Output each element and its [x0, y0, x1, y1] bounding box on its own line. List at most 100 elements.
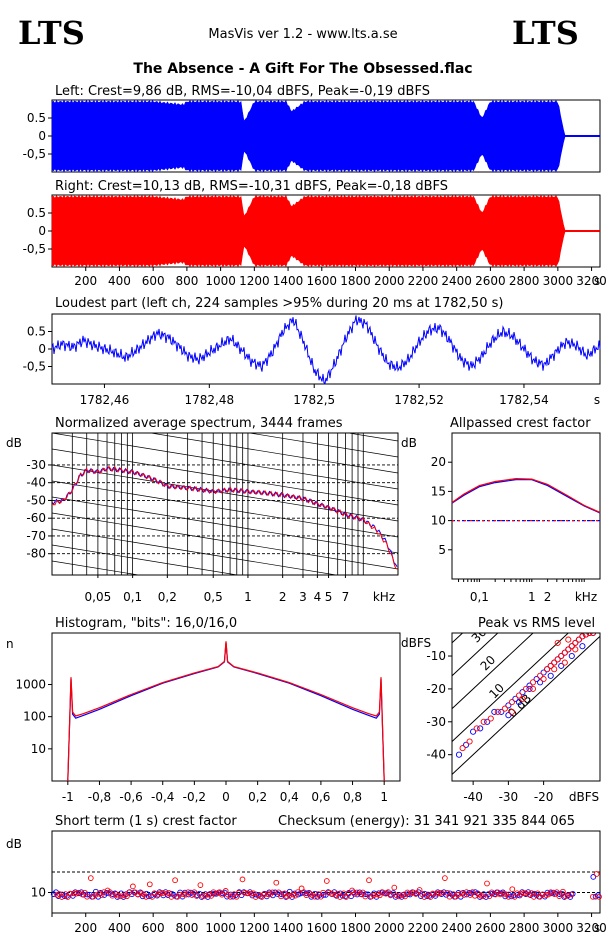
peak-rms-xtick-label: -30 — [499, 790, 519, 804]
spectrum-xtick-label: 3 — [299, 590, 307, 604]
crest-ytick-label: 10 — [431, 514, 446, 528]
right-waveform-xtick-label: 1400 — [273, 274, 304, 288]
spectrum-slope-line — [52, 528, 339, 575]
short-term-crest-point — [248, 890, 254, 897]
logo-right: LTS — [512, 14, 579, 52]
peak-rms-title: Peak vs RMS level — [478, 616, 595, 631]
short-term-crest-point — [531, 894, 537, 900]
short-term-crest-point — [366, 877, 372, 884]
right-waveform-xtick-label: 800 — [175, 274, 198, 288]
peak-rms-point — [515, 692, 523, 699]
loudest-part-xtick-label: s — [594, 393, 600, 407]
short-term-crest-point — [404, 889, 411, 896]
short-term-crest-xtick-label: 3200 — [576, 921, 606, 935]
spectrum-slope-line — [52, 433, 398, 490]
spectrum-xtick-label: 5 — [325, 590, 333, 604]
peak-rms-point — [544, 666, 551, 673]
short-term-crest-point — [429, 890, 436, 897]
peak-rms-xtick-label: -20 — [534, 790, 554, 804]
short-term-crest-point — [210, 889, 217, 896]
short-term-crest-point — [143, 894, 149, 900]
short-term-crest-xtick-label: 1200 — [239, 921, 270, 935]
short-term-crest-point — [163, 890, 170, 897]
short-term-crest-xtick-label: 3000 — [543, 921, 574, 935]
short-term-crest-xtick-label: 1800 — [340, 921, 371, 935]
short-term-crest-xtick-label: 200 — [74, 921, 97, 935]
peak-rms-point — [572, 639, 579, 646]
peak-rms-point — [540, 669, 547, 676]
short-term-crest-xtick-label: 2200 — [408, 921, 439, 935]
spectrum-frame — [51, 432, 399, 576]
peak-rms-ytick-label: -20 — [426, 682, 446, 696]
short-term-crest-point — [556, 893, 563, 899]
short-term-crest-point — [101, 889, 107, 895]
short-term-crest-point — [297, 890, 304, 897]
peak-rms-diagonal-label: 0 dB — [505, 691, 534, 720]
short-term-crest-point — [72, 889, 79, 896]
spectrum-ytick-label: -70 — [26, 529, 46, 543]
peak-rms-point — [505, 702, 512, 709]
peak-rms-ylabel: dBFS — [401, 636, 431, 650]
peak-rms-point — [519, 689, 526, 696]
spectrum-slope-line — [52, 480, 398, 538]
histogram-xtick-label: 0 — [222, 790, 230, 804]
loudest-part-ytick-label: 0.5 — [27, 325, 46, 339]
peak-rms-point — [579, 633, 586, 640]
short-term-crest-point — [264, 891, 271, 897]
spectrum-xtick-label: 0,2 — [158, 590, 177, 604]
short-term-crest-point — [202, 893, 208, 899]
spectrum-slope-line — [148, 433, 398, 474]
short-term-crest-xtick-label: 2600 — [475, 921, 506, 935]
loudest-part-xtick-label: 1782,5 — [293, 393, 335, 407]
spectrum-xtick-label: 7 — [342, 590, 350, 604]
spectrum-slope-line — [52, 448, 398, 506]
peak-rms-point — [533, 675, 540, 683]
spectrum-slope-line — [52, 544, 240, 575]
short-term-crest-point — [58, 894, 65, 900]
spectrum-slope-line — [247, 433, 398, 458]
short-term-crest-xtick-label: 1400 — [273, 921, 304, 935]
histogram-xtick-label: 1 — [380, 790, 388, 804]
short-term-crest-point — [596, 893, 602, 900]
spectrum-grid-group — [52, 337, 398, 575]
peak-rms-diagonal — [452, 635, 600, 776]
right-waveform-xtick-label: 3200 — [576, 274, 606, 288]
short-term-crest-title: Short term (1 s) crest factor — [55, 814, 237, 829]
loudest-part-line — [51, 315, 601, 385]
peak-rms-point — [529, 685, 537, 692]
right-waveform-xtick-label: 400 — [108, 274, 131, 288]
peak-rms-point — [501, 705, 508, 712]
checksum-text: Checksum (energy): 31 341 921 335 844 06… — [278, 814, 575, 829]
short-term-crest-point — [505, 894, 512, 900]
short-term-crest-ytick-label: 10 — [31, 886, 46, 900]
spectrum-xtick-label: kHz — [373, 590, 395, 604]
peak-rms-ytick-label: -40 — [426, 748, 446, 762]
short-term-crest-point — [157, 890, 164, 897]
short-term-crest-point — [568, 891, 575, 898]
short-term-crest-point — [146, 881, 153, 888]
crest-title: Allpassed crest factor — [450, 416, 591, 431]
spectrum-xtick-label: 2 — [279, 590, 287, 604]
peak-rms-point — [575, 636, 582, 643]
short-term-crest-point — [117, 893, 124, 900]
short-term-crest-point — [278, 893, 284, 900]
short-term-crest-point — [478, 892, 484, 899]
short-term-crest-point — [477, 894, 483, 900]
short-term-crest-point — [590, 874, 597, 880]
short-term-crest-point — [81, 889, 88, 896]
right-waveform-xtick-label: 1200 — [239, 274, 270, 288]
peak-rms-point — [470, 728, 477, 735]
peak-rms-point — [459, 745, 466, 752]
left-waveform-ytick-label: -0,5 — [23, 147, 46, 161]
short-term-crest-point — [261, 891, 267, 898]
peak-rms-diagonal-label: 10 — [486, 681, 507, 702]
short-term-crest-point — [323, 878, 330, 884]
short-term-crest-point — [509, 886, 516, 893]
short-term-crest-point — [328, 890, 335, 897]
spectrum-slope-line — [52, 337, 398, 393]
short-term-crest-point — [151, 890, 158, 897]
short-term-crest-point — [455, 892, 461, 898]
peak-rms-point — [529, 679, 537, 686]
